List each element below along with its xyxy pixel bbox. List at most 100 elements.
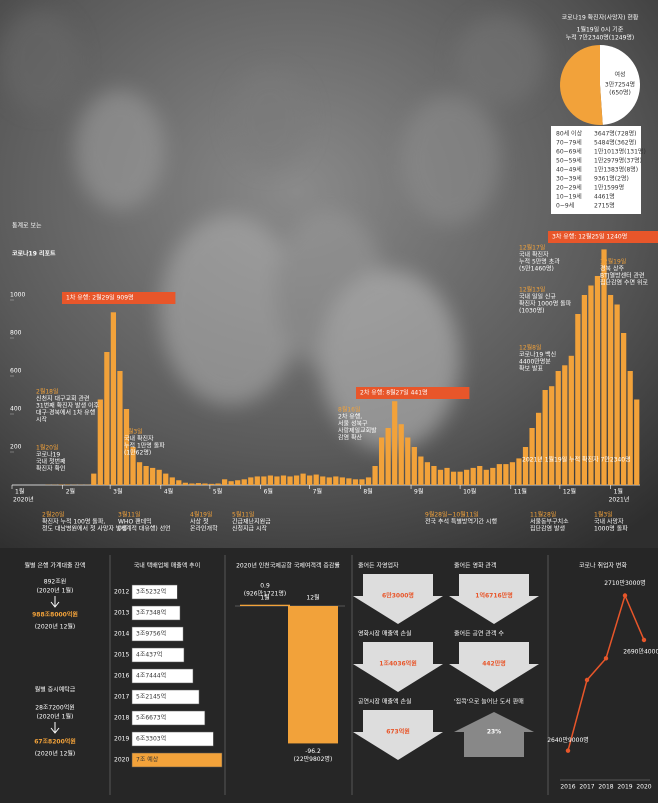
annotation: 31번째 확진자 발생 이후 — [36, 402, 100, 410]
bar — [346, 478, 352, 485]
x-tick-label: 2016 — [560, 784, 575, 791]
bar — [627, 371, 633, 485]
card-value: 442만명 — [482, 660, 506, 668]
annotation: 대구·경북에서 1차 유행 — [36, 409, 95, 417]
age-label: 50~59세 — [556, 157, 582, 165]
x-tick-label: 3월 — [113, 488, 122, 496]
x-tick-label: 2월 — [66, 488, 75, 496]
annotation: 12월8일 — [519, 344, 542, 352]
card-title: 줄어든 공연 관객 수 — [454, 630, 504, 638]
x-tick-label: 7월 — [313, 488, 322, 496]
bar — [130, 447, 136, 485]
deposit-from: 28조7200억원 — [35, 704, 74, 712]
card-title: 줄어든 자영업자 — [358, 562, 399, 570]
annotation: 4월3일 — [124, 428, 143, 436]
bar — [131, 689, 200, 705]
title-top: 통계로 보는 — [12, 222, 42, 230]
status-date: 1월19일 0시 기준 — [577, 26, 624, 34]
bar — [405, 437, 411, 485]
bar — [176, 480, 182, 485]
annotation: 2월18일 — [36, 388, 59, 396]
bar — [300, 473, 306, 485]
age-value: 1만1383명(8명) — [594, 166, 638, 174]
event-note: 집단감염 발생 — [530, 525, 565, 533]
x-tick-label: 2020 — [636, 784, 651, 791]
bar — [359, 479, 365, 485]
deposit-to-date: (2020년 12월) — [35, 750, 76, 758]
bar-label: 3조5232억 — [136, 588, 166, 596]
bar — [542, 390, 548, 485]
y-tick-label: 2017 — [114, 694, 129, 701]
bar — [437, 469, 444, 485]
event-note: 3월11일 — [118, 511, 141, 519]
bar — [131, 605, 181, 621]
event-note: 전국 추석 특별방역기간 시행 — [425, 518, 497, 526]
bar — [339, 477, 345, 485]
age-label: 40~49세 — [556, 166, 582, 174]
annotation: 국내 첫번째 — [36, 458, 66, 466]
bar — [372, 466, 378, 485]
bar — [535, 412, 542, 485]
pie-label: 여성 — [614, 71, 625, 79]
arrow-shape — [449, 574, 539, 624]
total-note: 2021년 1월19일 누적 확진자 7만2340명 — [522, 456, 631, 464]
loan-to: 988조8000억원 — [32, 611, 78, 619]
title-main: 코로나19 리포트 — [12, 250, 56, 258]
bar — [333, 476, 339, 485]
bar — [131, 647, 185, 663]
y-tick-label: 1000 — [10, 292, 25, 299]
pie-slice — [560, 45, 603, 125]
annotation: 12월17일 — [519, 244, 545, 252]
peak-label: 3차 유행: 12월25일 1240명 — [552, 233, 627, 241]
annotation: 12월19일 — [600, 258, 626, 266]
arrow-shape — [353, 574, 443, 624]
annotation: 사랑제일교회발 — [338, 427, 377, 435]
x-tick-label: 1월 — [15, 488, 24, 496]
event-note: 4월19일 — [190, 511, 213, 519]
bar — [131, 752, 223, 768]
annotation: 8월16일 — [338, 406, 361, 414]
bar — [143, 466, 149, 485]
annotation: 누적 1만명 돌파 — [124, 442, 165, 450]
x-tick-label: 8월 — [363, 488, 372, 496]
age-label: 80세 이상 — [556, 130, 583, 138]
year-label: 2021년 — [609, 496, 630, 504]
annotation: 국내 확진자 — [124, 435, 154, 443]
loan-from: 892조원 — [44, 578, 67, 586]
point — [603, 656, 609, 661]
bar — [208, 483, 215, 485]
event-note: 1000명 돌파 — [594, 525, 628, 533]
annotation: 집단감염 수면 위로 — [600, 279, 648, 287]
point — [641, 637, 647, 643]
x-tick-label: 11월 — [514, 488, 527, 496]
age-value: 9361명(2명) — [594, 175, 629, 183]
bar — [189, 483, 195, 485]
bar — [131, 731, 214, 747]
y-tick-label: 2020 — [114, 757, 129, 764]
annotation: 확진자 1000명 돌파 — [519, 300, 572, 308]
bar — [287, 476, 293, 485]
peak-label: 2차 유행: 8월27일 441명 — [360, 389, 428, 397]
pie-deaths: (650명) — [609, 89, 631, 97]
card-title: 영화시장 매출액 손실 — [358, 630, 412, 638]
bar — [274, 476, 280, 485]
bar-label: 4조437억 — [136, 651, 162, 659]
value-note: (22만9802명) — [294, 755, 333, 763]
annotation: 감염 확산 — [338, 434, 362, 442]
point — [565, 748, 571, 753]
annotation: 서울 성북구 — [338, 420, 368, 428]
bar — [477, 466, 483, 485]
bar — [444, 467, 450, 485]
value-note: (926만1721명) — [244, 590, 286, 598]
chart-title: 국내 택배업체 매출액 추이 — [134, 562, 200, 570]
bar — [509, 462, 516, 485]
deposit-to: 67조8200억원 — [34, 738, 76, 746]
y-tick-label: 600 — [10, 368, 22, 375]
age-value: 1만1013명(131명) — [594, 148, 646, 156]
chart-title: 코로나 취업자 변화 — [579, 562, 627, 570]
bar — [313, 474, 319, 485]
bar — [169, 477, 175, 485]
bar — [562, 365, 568, 485]
bar — [110, 312, 117, 485]
